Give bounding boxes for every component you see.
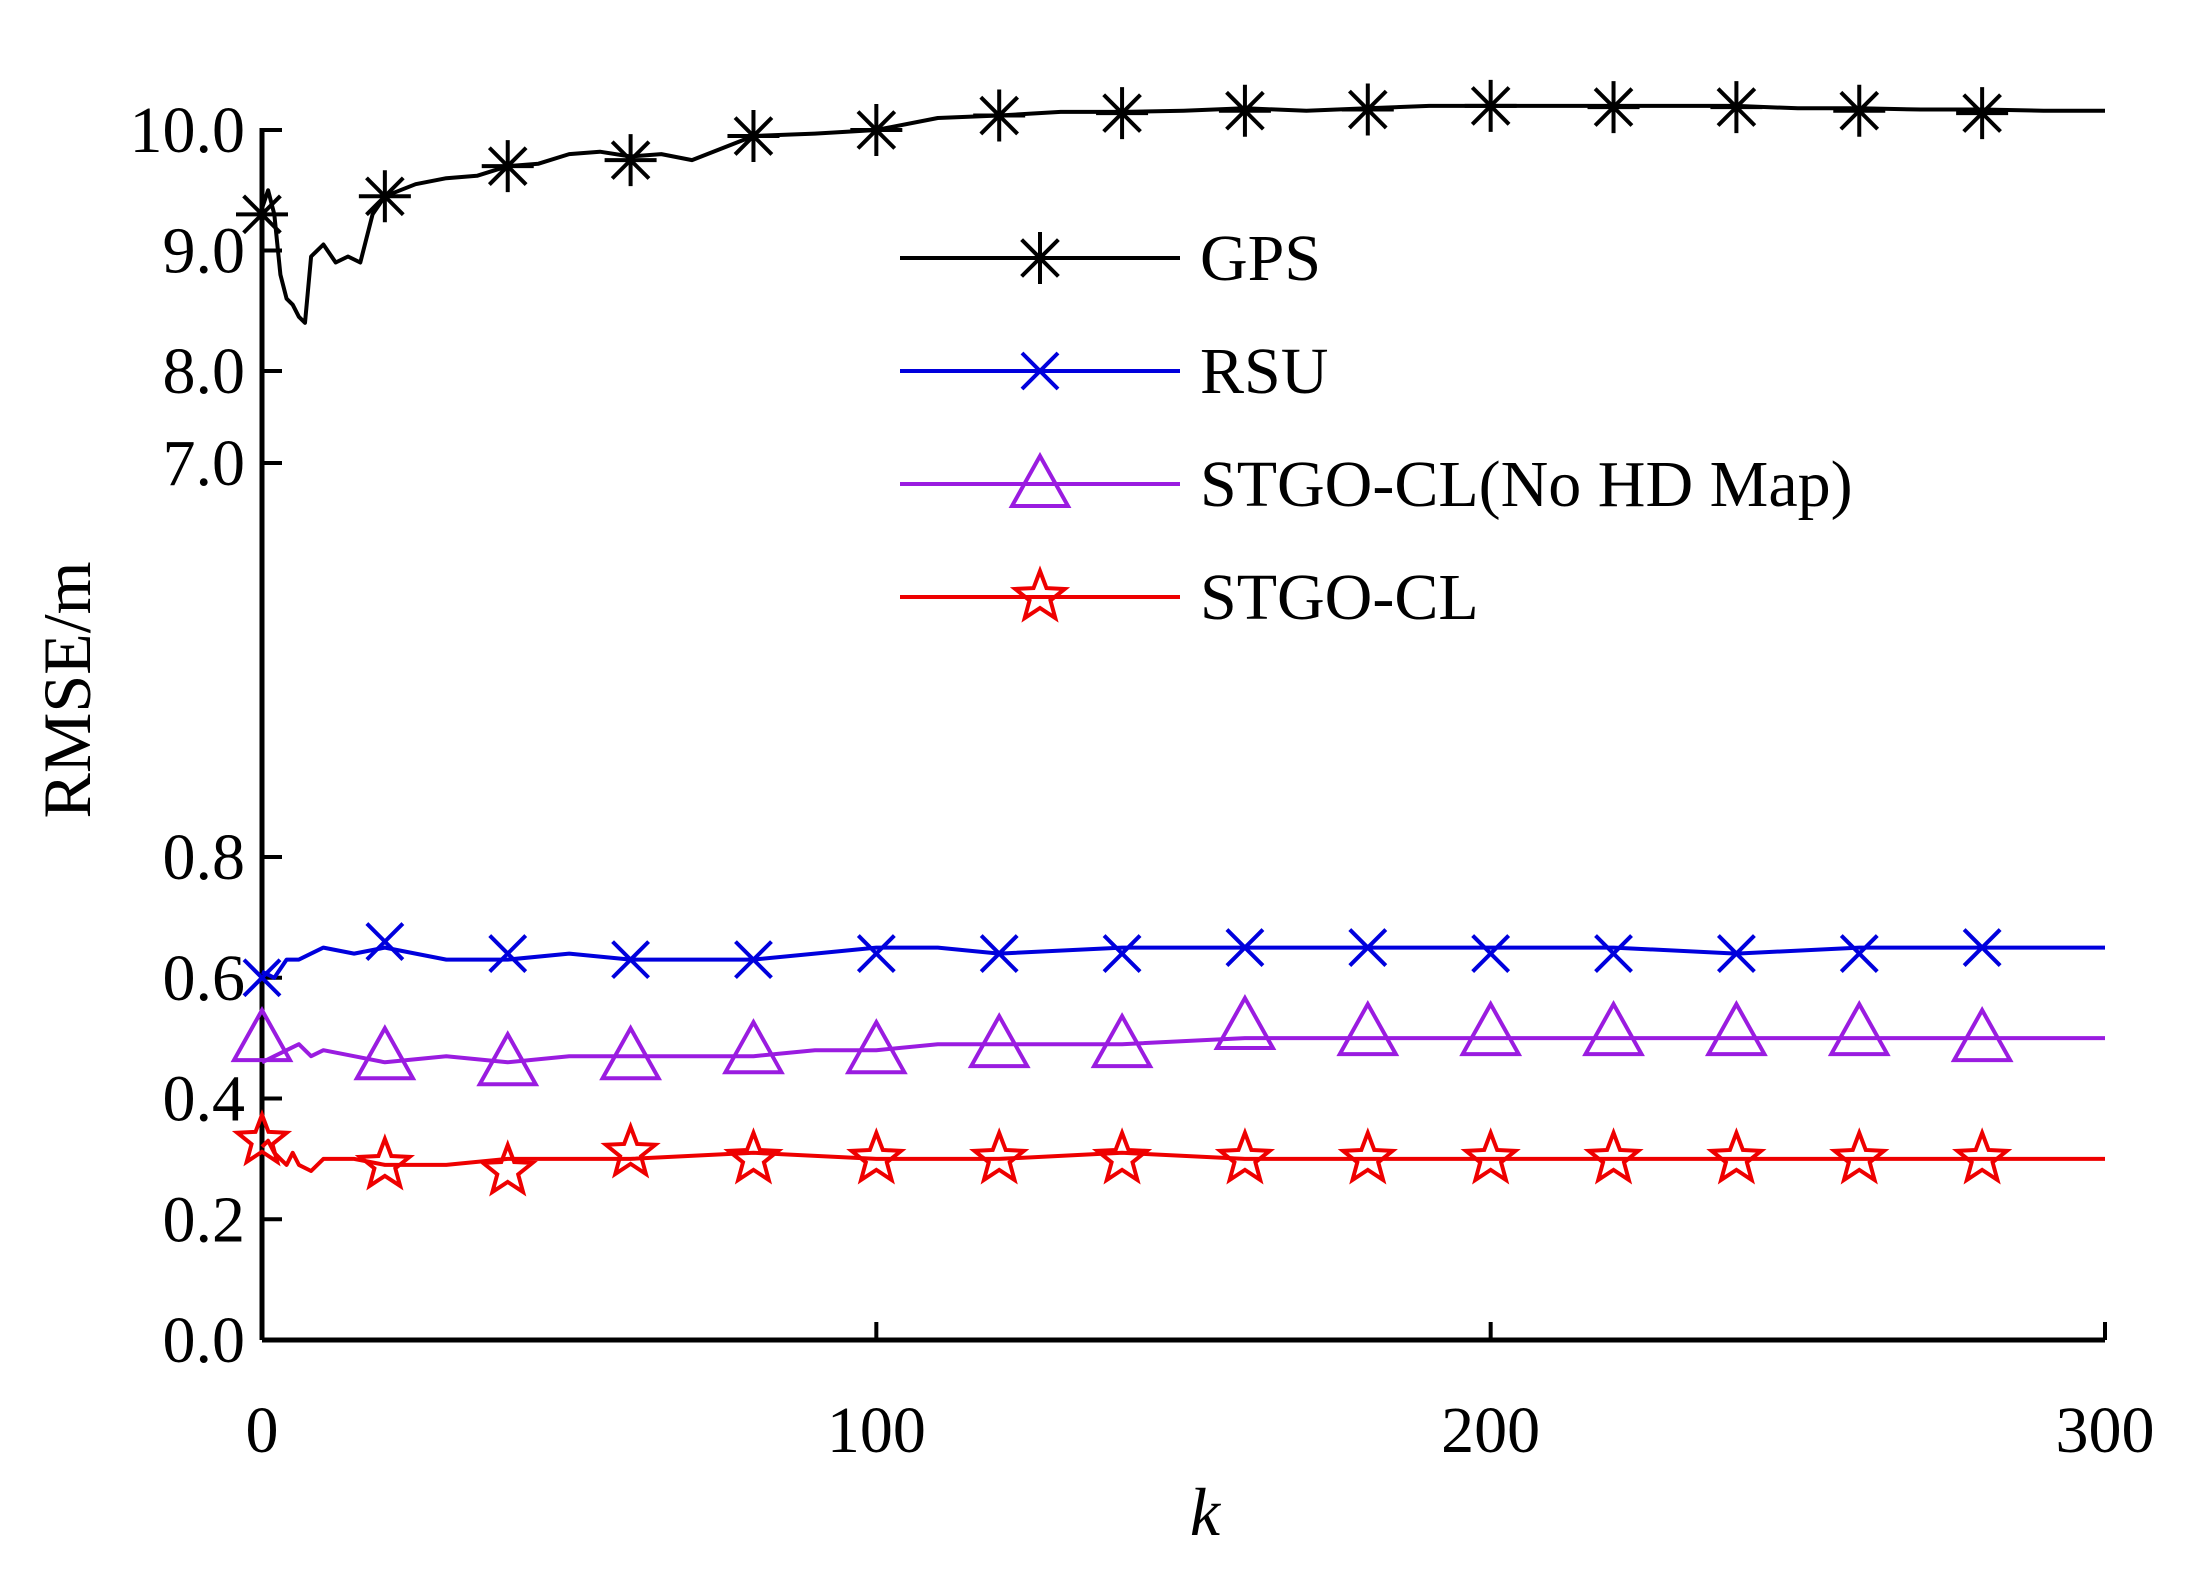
marker-gps-11 xyxy=(1587,81,1640,134)
marker-rsu-11 xyxy=(1594,934,1633,974)
y-tick-label-5: 7.0 xyxy=(163,427,246,500)
marker-gps-2 xyxy=(481,140,534,193)
marker-stgo-cl-no-hd-map-4 xyxy=(722,1018,785,1075)
x-axis-title: k xyxy=(1190,1474,1222,1550)
marker-gps-13 xyxy=(1833,84,1886,137)
marker-stgo-cl-12 xyxy=(1706,1127,1767,1185)
marker-stgo-cl-no-hd-map-8 xyxy=(1213,993,1277,1051)
marker-stgo-cl-no-hd-map-1 xyxy=(353,1024,417,1081)
series-line-rsu xyxy=(261,945,2105,980)
x-tick-label-1: 100 xyxy=(827,1394,926,1467)
y-tick-label-2: 0.4 xyxy=(163,1063,246,1136)
marker-rsu-8 xyxy=(1225,928,1265,967)
series-line-gps xyxy=(260,103,2105,325)
marker-gps-0 xyxy=(236,188,288,241)
y-tick-label-8: 10.0 xyxy=(130,94,246,167)
x-tick-label-2: 200 xyxy=(1441,1394,1540,1467)
marker-stgo-cl-4 xyxy=(723,1127,784,1185)
y-tick-label-1: 0.2 xyxy=(163,1183,246,1256)
marker-rsu-14 xyxy=(1962,928,2002,967)
marker-gps-5 xyxy=(850,104,903,156)
series-markers xyxy=(230,79,2014,1197)
legend-marker-stgo-cl xyxy=(1009,565,1071,623)
legend-label-gps: GPS xyxy=(1200,222,1321,295)
x-tick-label-3: 300 xyxy=(2056,1394,2155,1467)
marker-stgo-cl-no-hd-map-7 xyxy=(1090,1012,1154,1069)
marker-stgo-cl-no-hd-map-0 xyxy=(230,1006,294,1063)
marker-stgo-cl-9 xyxy=(1337,1127,1398,1185)
legend: GPS RSU STGO-CL(No HD Map) STGO-CL xyxy=(900,222,1853,634)
marker-rsu-4 xyxy=(734,940,773,980)
marker-stgo-cl-3 xyxy=(600,1121,661,1179)
y-tick-label-7: 9.0 xyxy=(163,215,246,288)
axes xyxy=(259,128,2105,1343)
series-lines xyxy=(260,103,2105,1173)
marker-stgo-cl-no-hd-map-14 xyxy=(1950,1006,2014,1063)
legend-label-stgo-cl: STGO-CL xyxy=(1200,561,1479,634)
marker-rsu-10 xyxy=(1471,934,1511,974)
marker-stgo-cl-7 xyxy=(1091,1127,1153,1185)
marker-stgo-cl-5 xyxy=(846,1127,907,1185)
marker-stgo-cl-no-hd-map-13 xyxy=(1827,999,1891,1057)
y-tick-label-0: 0.0 xyxy=(163,1304,246,1377)
series-line-stgo-cl xyxy=(260,1138,2105,1173)
marker-stgo-cl-no-hd-map-11 xyxy=(1582,999,1645,1057)
marker-stgo-cl-14 xyxy=(1952,1127,2013,1185)
marker-stgo-cl-no-hd-map-9 xyxy=(1336,999,1400,1057)
marker-rsu-6 xyxy=(979,934,1019,974)
legend-marker-gps xyxy=(1014,232,1066,284)
marker-gps-4 xyxy=(727,110,780,163)
legend-marker-rsu xyxy=(1020,351,1060,391)
marker-rsu-12 xyxy=(1716,934,1756,974)
legend-marker-stgo-cl-no-hd-map xyxy=(1008,451,1072,508)
marker-stgo-cl-no-hd-map-6 xyxy=(967,1012,1031,1069)
marker-stgo-cl-2 xyxy=(477,1139,538,1197)
marker-rsu-7 xyxy=(1102,934,1142,974)
y-tick-label-4: 0.8 xyxy=(163,821,246,894)
marker-gps-10 xyxy=(1464,79,1517,132)
marker-gps-7 xyxy=(1096,87,1149,140)
marker-gps-14 xyxy=(1956,87,2009,140)
marker-rsu-3 xyxy=(611,940,651,980)
marker-stgo-cl-8 xyxy=(1214,1127,1276,1185)
marker-gps-12 xyxy=(1710,81,1763,134)
marker-stgo-cl-no-hd-map-12 xyxy=(1704,999,1768,1057)
marker-gps-3 xyxy=(604,134,657,187)
marker-rsu-1 xyxy=(365,922,405,961)
marker-stgo-cl-6 xyxy=(969,1127,1030,1185)
marker-rsu-2 xyxy=(488,934,528,974)
marker-gps-9 xyxy=(1341,83,1394,136)
y-axis-title: RMSE/m xyxy=(29,562,105,819)
marker-stgo-cl-no-hd-map-10 xyxy=(1459,999,1523,1057)
marker-stgo-cl-no-hd-map-3 xyxy=(599,1024,663,1081)
marker-stgo-cl-0 xyxy=(231,1109,293,1167)
x-tick-label-0: 0 xyxy=(246,1394,279,1467)
marker-stgo-cl-no-hd-map-2 xyxy=(476,1030,540,1087)
marker-rsu-9 xyxy=(1348,928,1388,967)
marker-stgo-cl-13 xyxy=(1829,1127,1890,1185)
legend-label-stgo-cl-no-hd-map: STGO-CL(No HD Map) xyxy=(1200,448,1853,521)
y-tick-label-6: 8.0 xyxy=(163,335,246,408)
marker-stgo-cl-10 xyxy=(1460,1127,1521,1185)
marker-stgo-cl-11 xyxy=(1583,1127,1644,1185)
marker-rsu-5 xyxy=(856,934,896,974)
legend-label-rsu: RSU xyxy=(1200,335,1328,408)
marker-gps-1 xyxy=(358,170,411,223)
marker-rsu-0 xyxy=(242,958,282,998)
marker-gps-6 xyxy=(973,89,1026,142)
marker-rsu-13 xyxy=(1839,934,1879,974)
y-tick-label-3: 0.6 xyxy=(163,942,246,1015)
marker-gps-8 xyxy=(1218,84,1271,137)
marker-stgo-cl-1 xyxy=(354,1133,415,1191)
tick-labels: 0 100 200 300 0.0 0.2 0.4 0.6 0.8 7.0 8.0 9.0 10.0 xyxy=(130,94,2155,1467)
series-line-stgo-cl-no-hd-map xyxy=(261,1036,2105,1065)
marker-stgo-cl-no-hd-map-5 xyxy=(844,1018,908,1075)
